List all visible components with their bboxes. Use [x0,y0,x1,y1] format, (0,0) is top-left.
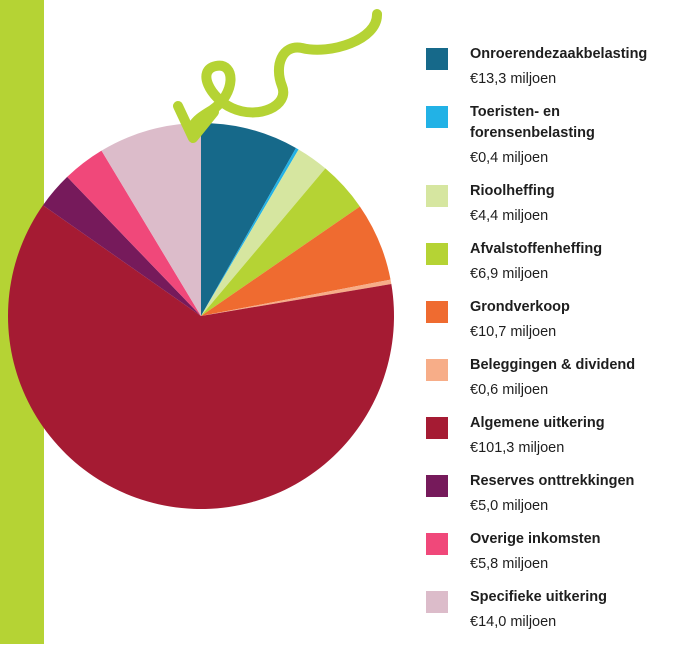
legend-label: Algemene uitkering [470,415,605,431]
legend-item: Reserves onttrekkingen €5,0 miljoen [426,471,684,517]
legend-swatch [426,48,448,70]
legend-swatch [426,243,448,265]
pie-slice [201,168,360,316]
legend-value: €6,9 miljoen [470,266,549,282]
legend-swatch [426,475,448,497]
legend-label: Beleggingen & dividend [470,357,636,373]
pie-slice [201,123,296,316]
pie-slice [201,147,299,316]
legend-item: Toeristen- en forensenbelasting €0,4 milj… [426,102,684,169]
legend-swatch [426,185,448,207]
legend-label: Specifieke uitkering [470,589,607,605]
legend-item: Onroerendezaakbelasting €13,3 miljoen [426,44,684,90]
legend-swatch [426,301,448,323]
pie-slice [42,176,201,316]
legend-value: €101,3 miljoen [470,440,565,456]
legend-item: Specifieke uitkering €14,0 miljoen [426,587,684,633]
legend-value: €14,0 miljoen [470,614,557,630]
legend-item: Algemene uitkering €101,3 miljoen [426,413,684,459]
pie-slice [201,149,326,316]
legend-label: Toeristen- en forensenbelasting [470,104,595,141]
legend-label: Afvalstoffenheffing [470,241,603,257]
legend-item: Rioolheffing €4,4 miljoen [426,181,684,227]
pie-slice [101,123,201,316]
legend-label: Grondverkoop [470,299,570,315]
legend-label: Reserves onttrekkingen [470,473,635,489]
legend-item: Overige inkomsten €5,8 miljoen [426,529,684,575]
legend-swatch [426,106,448,128]
pie-slice [201,206,391,316]
legend-swatch [426,417,448,439]
pie-slices [8,123,394,510]
legend-item: Grondverkoop €10,7 miljoen [426,297,684,343]
pie-slice [8,205,394,510]
legend-swatch [426,533,448,555]
legend-label: Overige inkomsten [470,531,601,547]
legend-item: Afvalstoffenheffing €6,9 miljoen [426,239,684,285]
legend-label: Onroerendezaakbelasting [470,46,648,62]
legend-item: Beleggingen & dividend €0,6 miljoen [426,355,684,401]
chart-legend: Onroerendezaakbelasting €13,3 miljoen Toer… [426,44,684,645]
legend-value: €13,3 miljoen [470,71,557,87]
legend-value: €5,0 miljoen [470,498,549,514]
legend-swatch [426,591,448,613]
pie-slice [67,150,201,316]
legend-value: €4,4 miljoen [470,208,549,224]
legend-value: €0,6 miljoen [470,382,549,398]
legend-value: €0,4 miljoen [470,150,549,166]
legend-value: €5,8 miljoen [470,556,549,572]
pie-slice [201,279,392,316]
squiggly-arrow-icon [173,9,382,143]
legend-label: Rioolheffing [470,183,555,199]
legend-value: €10,7 miljoen [470,324,557,340]
legend-swatch [426,359,448,381]
